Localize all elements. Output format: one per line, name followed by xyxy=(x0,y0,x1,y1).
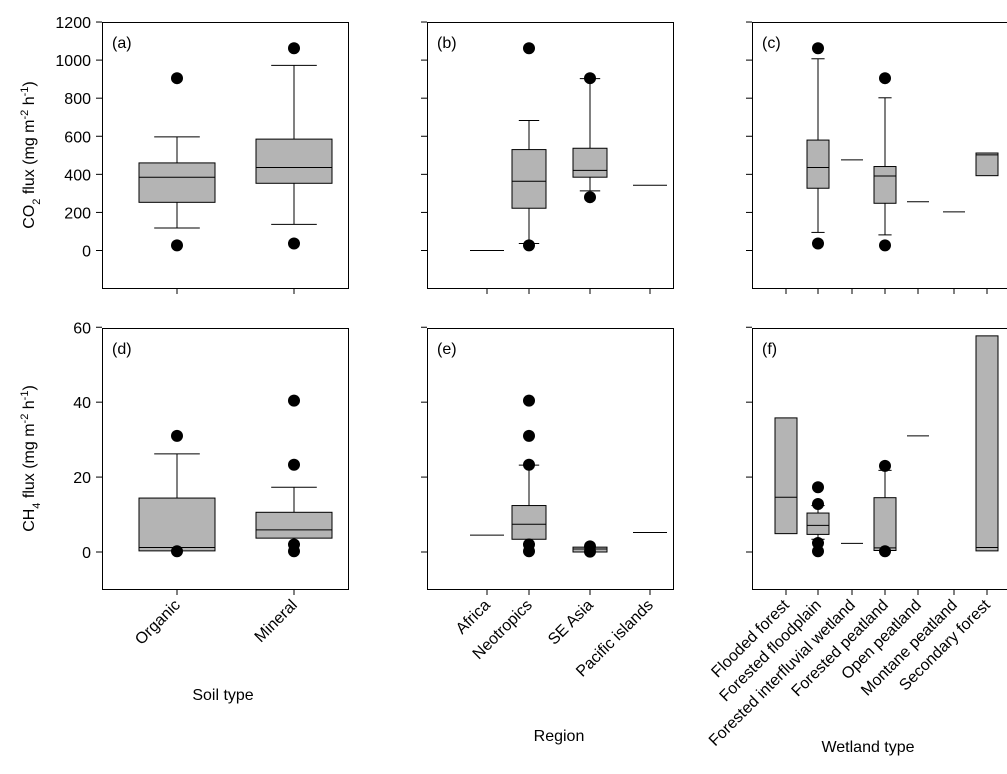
iqr-box xyxy=(975,152,999,177)
iqr-box xyxy=(138,497,216,552)
y-tick-label: 400 xyxy=(64,167,91,184)
outlier-point xyxy=(523,239,535,252)
outlier-point xyxy=(879,239,891,252)
iqr-box xyxy=(255,138,333,184)
outlier-point xyxy=(523,538,535,551)
y-tick-label: 1000 xyxy=(55,53,91,70)
box-flooded-forest xyxy=(774,417,798,535)
outlier-point xyxy=(171,72,183,85)
iqr-box xyxy=(975,335,999,552)
panel-label: (c) xyxy=(762,35,781,52)
plot-frame xyxy=(427,328,674,590)
iqr-box xyxy=(873,166,897,204)
outlier-point xyxy=(879,459,891,472)
iqr-box xyxy=(255,511,333,539)
iqr-box xyxy=(138,162,216,203)
outlier-point xyxy=(171,239,183,252)
outlier-point xyxy=(288,458,300,471)
plot-frame xyxy=(102,22,349,289)
box-se-asia xyxy=(572,72,608,204)
outlier-point xyxy=(288,538,300,551)
iqr-box xyxy=(806,512,830,535)
outlier-point xyxy=(879,72,891,85)
outlier-point xyxy=(523,429,535,442)
box-forested-floodplain xyxy=(806,42,830,250)
iqr-box xyxy=(572,147,608,178)
y-tick-label: 200 xyxy=(64,205,91,222)
box-organic xyxy=(138,72,216,252)
outlier-point xyxy=(288,394,300,407)
outlier-point xyxy=(812,537,824,550)
panel-b: (b) xyxy=(421,21,674,294)
y-tick-label: 0 xyxy=(82,244,91,261)
iqr-box xyxy=(873,497,897,552)
panel-label: (d) xyxy=(112,341,132,358)
x-axis-label: Wetland type xyxy=(821,739,914,756)
panel-c: (c) xyxy=(746,21,1007,294)
box-mineral xyxy=(255,394,333,558)
panel-label: (f) xyxy=(762,341,777,358)
y-tick-label: 0 xyxy=(82,545,91,562)
y-tick-label: 1200 xyxy=(55,15,91,32)
box-forested-peatland xyxy=(873,459,897,558)
plot-frame xyxy=(752,22,1007,289)
x-axis-label: Region xyxy=(534,728,585,745)
plot-frame xyxy=(752,328,1007,590)
box-se-asia xyxy=(572,540,608,558)
x-tick-label: Mineral xyxy=(252,597,301,646)
outlier-point xyxy=(584,72,596,85)
box-forested-peatland xyxy=(873,72,897,252)
box-neotropics xyxy=(511,394,547,558)
outlier-point xyxy=(523,458,535,471)
outlier-point xyxy=(584,540,596,553)
y-tick-label: 60 xyxy=(73,320,91,337)
box-secondary-forest xyxy=(975,152,999,177)
iqr-box xyxy=(511,505,547,540)
box-secondary-forest xyxy=(975,335,999,552)
iqr-box xyxy=(774,417,798,535)
box-forested-floodplain xyxy=(806,481,830,558)
iqr-box xyxy=(511,149,547,209)
panel-label: (b) xyxy=(437,35,457,52)
panel-label: (a) xyxy=(112,35,132,52)
box-organic xyxy=(138,429,216,558)
y-axis-label: CO2 flux (mg m-2 h-1) xyxy=(19,81,43,228)
outlier-point xyxy=(812,481,824,494)
outlier-point xyxy=(812,42,824,55)
outlier-point xyxy=(812,498,824,511)
x-tick-label: SE Asia xyxy=(545,597,597,649)
outlier-point xyxy=(812,237,824,250)
outlier-point xyxy=(879,545,891,558)
panel-label: (e) xyxy=(437,341,457,358)
outlier-point xyxy=(523,42,535,55)
y-tick-label: 600 xyxy=(64,129,91,146)
plot-frame xyxy=(102,328,349,590)
y-tick-label: 20 xyxy=(73,470,91,487)
y-axis-label: CH4 flux (mg m-2 h-1) xyxy=(19,385,43,532)
x-tick-label: Organic xyxy=(132,597,184,649)
box-neotropics xyxy=(511,42,547,252)
y-tick-label: 800 xyxy=(64,91,91,108)
x-tick-label: Forested interfluvial wetland xyxy=(706,597,859,750)
outlier-point xyxy=(171,429,183,442)
outlier-point xyxy=(171,545,183,558)
iqr-box xyxy=(806,139,830,189)
outlier-point xyxy=(288,237,300,250)
outlier-point xyxy=(523,394,535,407)
plot-frame xyxy=(427,22,674,289)
panel-a: 0 200 400 600 800 1000 1200 (a) CO2 flux (mg m-2… xyxy=(19,15,349,294)
outlier-point xyxy=(812,545,824,558)
y-tick-label: 40 xyxy=(73,395,91,412)
x-axis-label: Soil type xyxy=(192,687,253,704)
box-mineral xyxy=(255,42,333,250)
outlier-point xyxy=(288,42,300,55)
outlier-point xyxy=(584,191,596,204)
panel-d: 0 20 40 60 (d) Organic Mineral CH4 flux (mg m-2… xyxy=(19,320,349,648)
